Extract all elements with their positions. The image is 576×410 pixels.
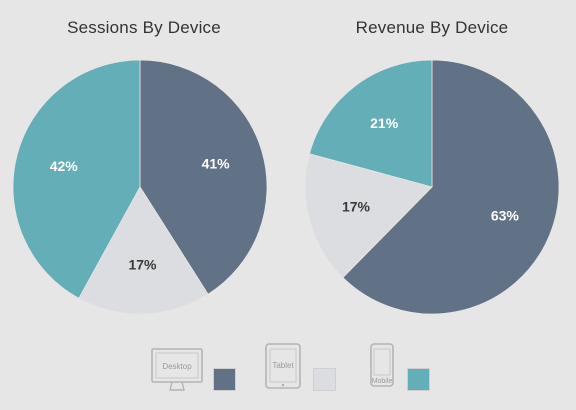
data-label-revenue-mobile: 21% [370, 115, 399, 131]
legend-swatch-mobile [407, 368, 430, 391]
pie-sessions: 41% 17% 42% [12, 59, 268, 315]
legend-label-tablet: Tablet [272, 361, 294, 370]
mobile-phone-icon: Mobile [370, 343, 394, 387]
data-label-sessions-desktop: 41% [202, 156, 231, 172]
chart-title-sessions: Sessions By Device [67, 18, 221, 37]
legend-label-mobile: Mobile [372, 378, 393, 385]
pie-slice-revenue-desktop [342, 59, 560, 315]
data-label-sessions-mobile: 42% [50, 158, 79, 174]
tablet-icon: Tablet [265, 343, 301, 389]
data-label-revenue-tablet: 17% [342, 198, 371, 214]
data-label-revenue-desktop: 63% [491, 208, 520, 224]
legend-swatch-tablet [313, 368, 336, 391]
data-label-sessions-tablet: 17% [128, 256, 157, 272]
pie-slice-revenue-mobile [308, 59, 433, 188]
pie-slice-sessions-desktop [139, 59, 268, 295]
legend-swatch-desktop [213, 368, 236, 391]
legend-label-desktop: Desktop [162, 362, 192, 371]
desktop-monitor-icon: Desktop [151, 348, 203, 391]
pie-slice-sessions-mobile [12, 59, 141, 299]
pie-revenue: 63% 17% 21% [304, 59, 560, 315]
pie-slice-revenue-tablet [304, 153, 433, 279]
chart-title-revenue: Revenue By Device [355, 18, 509, 37]
pie-slice-sessions-tablet [78, 186, 209, 315]
